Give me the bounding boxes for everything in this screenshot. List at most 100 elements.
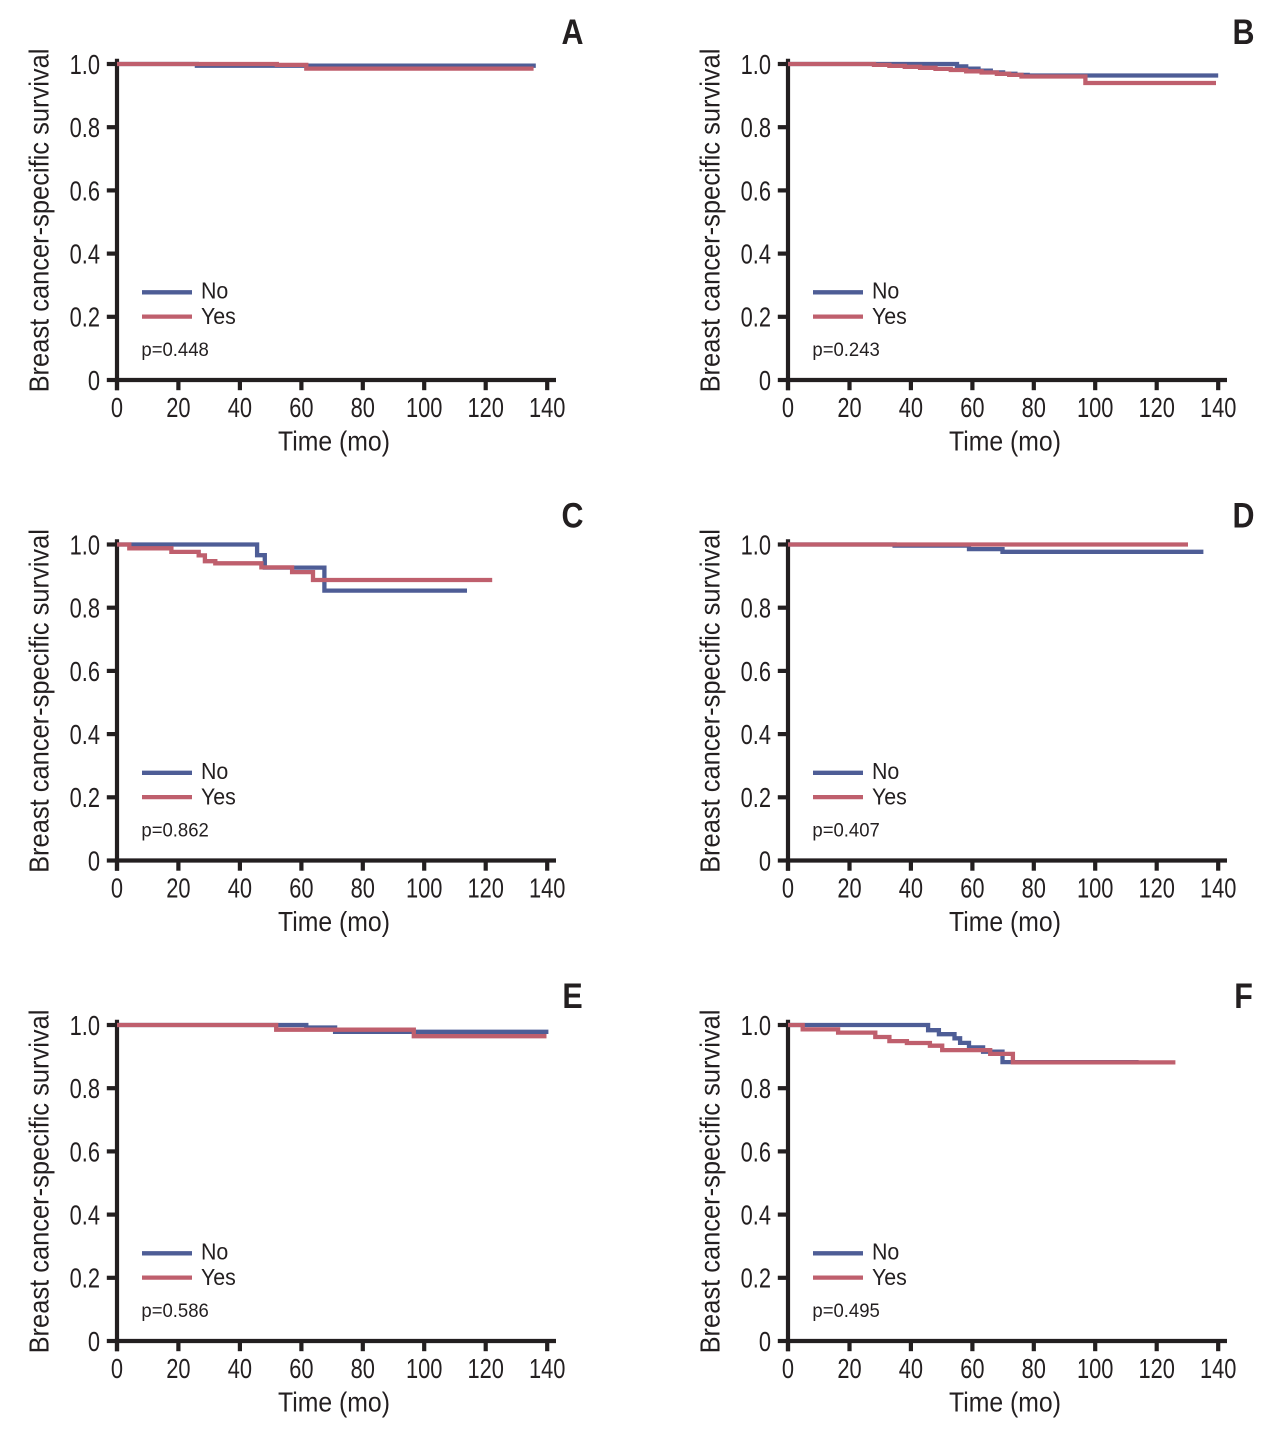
svg-text:60: 60 — [289, 392, 313, 423]
svg-text:Yes: Yes — [201, 303, 236, 329]
svg-text:140: 140 — [1200, 392, 1236, 423]
svg-text:80: 80 — [351, 873, 375, 904]
svg-text:Time (mo): Time (mo) — [278, 906, 390, 938]
svg-text:80: 80 — [1022, 392, 1046, 423]
svg-text:0.6: 0.6 — [70, 1137, 100, 1168]
svg-text:Breast cancer-specific surviva: Breast cancer-specific survival — [23, 529, 54, 873]
svg-text:60: 60 — [960, 392, 984, 423]
svg-text:0.2: 0.2 — [741, 1263, 771, 1294]
svg-text:p=0.243: p=0.243 — [812, 340, 879, 362]
svg-text:D: D — [1233, 495, 1255, 534]
svg-text:120: 120 — [467, 873, 503, 904]
svg-text:0.2: 0.2 — [70, 1263, 100, 1294]
svg-text:0.6: 0.6 — [741, 1137, 771, 1168]
svg-text:p=0.586: p=0.586 — [141, 1301, 208, 1323]
svg-text:100: 100 — [1077, 1353, 1113, 1384]
svg-text:100: 100 — [406, 1353, 442, 1384]
svg-text:0: 0 — [759, 846, 771, 877]
svg-text:Breast cancer-specific surviva: Breast cancer-specific survival — [694, 529, 725, 873]
svg-text:120: 120 — [467, 392, 503, 423]
svg-text:120: 120 — [467, 1353, 503, 1384]
svg-text:40: 40 — [899, 1353, 923, 1384]
svg-text:0.2: 0.2 — [70, 783, 100, 814]
svg-text:Time (mo): Time (mo) — [949, 906, 1061, 938]
svg-text:1.0: 1.0 — [741, 49, 771, 80]
svg-text:F: F — [1234, 976, 1253, 1015]
svg-text:20: 20 — [166, 1353, 190, 1384]
svg-text:0: 0 — [759, 1326, 771, 1357]
svg-text:0.6: 0.6 — [741, 176, 771, 207]
svg-text:Time (mo): Time (mo) — [278, 1386, 390, 1418]
svg-text:0.4: 0.4 — [741, 1200, 771, 1231]
svg-text:120: 120 — [1138, 392, 1174, 423]
svg-text:Breast cancer-specific surviva: Breast cancer-specific survival — [23, 1010, 54, 1354]
svg-text:0.8: 0.8 — [741, 593, 771, 624]
svg-text:0: 0 — [782, 1353, 794, 1384]
svg-text:40: 40 — [228, 392, 252, 423]
svg-text:0.2: 0.2 — [741, 302, 771, 333]
svg-text:0.6: 0.6 — [741, 656, 771, 687]
svg-text:1.0: 1.0 — [70, 1010, 100, 1041]
svg-text:No: No — [872, 758, 899, 784]
svg-text:40: 40 — [228, 1353, 252, 1384]
svg-text:60: 60 — [960, 873, 984, 904]
svg-text:100: 100 — [1077, 392, 1113, 423]
svg-text:No: No — [201, 1239, 228, 1265]
svg-text:Breast cancer-specific surviva: Breast cancer-specific survival — [694, 1010, 725, 1354]
svg-text:0: 0 — [88, 846, 100, 877]
svg-text:0.8: 0.8 — [70, 593, 100, 624]
svg-text:No: No — [201, 278, 228, 304]
svg-text:80: 80 — [1022, 873, 1046, 904]
svg-text:80: 80 — [351, 392, 375, 423]
svg-text:0: 0 — [111, 1353, 123, 1384]
svg-text:Yes: Yes — [201, 784, 236, 810]
svg-text:80: 80 — [351, 1353, 375, 1384]
svg-text:1.0: 1.0 — [70, 49, 100, 80]
svg-text:Time (mo): Time (mo) — [949, 425, 1061, 457]
svg-text:40: 40 — [228, 873, 252, 904]
svg-text:0.4: 0.4 — [70, 1200, 100, 1231]
svg-text:0.4: 0.4 — [70, 719, 100, 750]
svg-text:100: 100 — [406, 392, 442, 423]
svg-text:0.2: 0.2 — [70, 302, 100, 333]
svg-text:0: 0 — [88, 365, 100, 396]
svg-text:0: 0 — [759, 365, 771, 396]
svg-text:40: 40 — [899, 873, 923, 904]
svg-text:140: 140 — [1200, 873, 1236, 904]
svg-text:Breast cancer-specific surviva: Breast cancer-specific survival — [694, 49, 725, 393]
svg-text:20: 20 — [166, 392, 190, 423]
svg-text:0.8: 0.8 — [70, 1074, 100, 1105]
svg-text:No: No — [872, 1239, 899, 1265]
svg-text:0.4: 0.4 — [70, 239, 100, 270]
svg-text:p=0.495: p=0.495 — [812, 1301, 879, 1323]
svg-text:Breast cancer-specific surviva: Breast cancer-specific survival — [23, 49, 54, 393]
svg-text:140: 140 — [529, 1353, 565, 1384]
svg-text:Time (mo): Time (mo) — [949, 1386, 1061, 1418]
svg-text:p=0.862: p=0.862 — [141, 820, 208, 842]
svg-text:0.4: 0.4 — [741, 239, 771, 270]
svg-text:B: B — [1233, 12, 1255, 51]
svg-text:Yes: Yes — [872, 784, 907, 810]
svg-text:0.4: 0.4 — [741, 719, 771, 750]
svg-text:120: 120 — [1138, 1353, 1174, 1384]
svg-text:80: 80 — [1022, 1353, 1046, 1384]
svg-text:1.0: 1.0 — [741, 530, 771, 561]
svg-text:20: 20 — [837, 873, 861, 904]
svg-text:0.8: 0.8 — [741, 1074, 771, 1105]
svg-text:60: 60 — [289, 1353, 313, 1384]
svg-text:140: 140 — [529, 873, 565, 904]
svg-text:120: 120 — [1138, 873, 1174, 904]
svg-text:100: 100 — [406, 873, 442, 904]
svg-text:0: 0 — [782, 873, 794, 904]
svg-text:20: 20 — [837, 392, 861, 423]
svg-text:0: 0 — [111, 392, 123, 423]
svg-text:p=0.448: p=0.448 — [141, 340, 208, 362]
svg-text:100: 100 — [1077, 873, 1113, 904]
svg-text:No: No — [201, 758, 228, 784]
svg-text:0: 0 — [88, 1326, 100, 1357]
svg-text:40: 40 — [899, 392, 923, 423]
svg-text:0.8: 0.8 — [741, 113, 771, 144]
svg-text:60: 60 — [289, 873, 313, 904]
svg-text:No: No — [872, 278, 899, 304]
svg-text:0.6: 0.6 — [70, 656, 100, 687]
